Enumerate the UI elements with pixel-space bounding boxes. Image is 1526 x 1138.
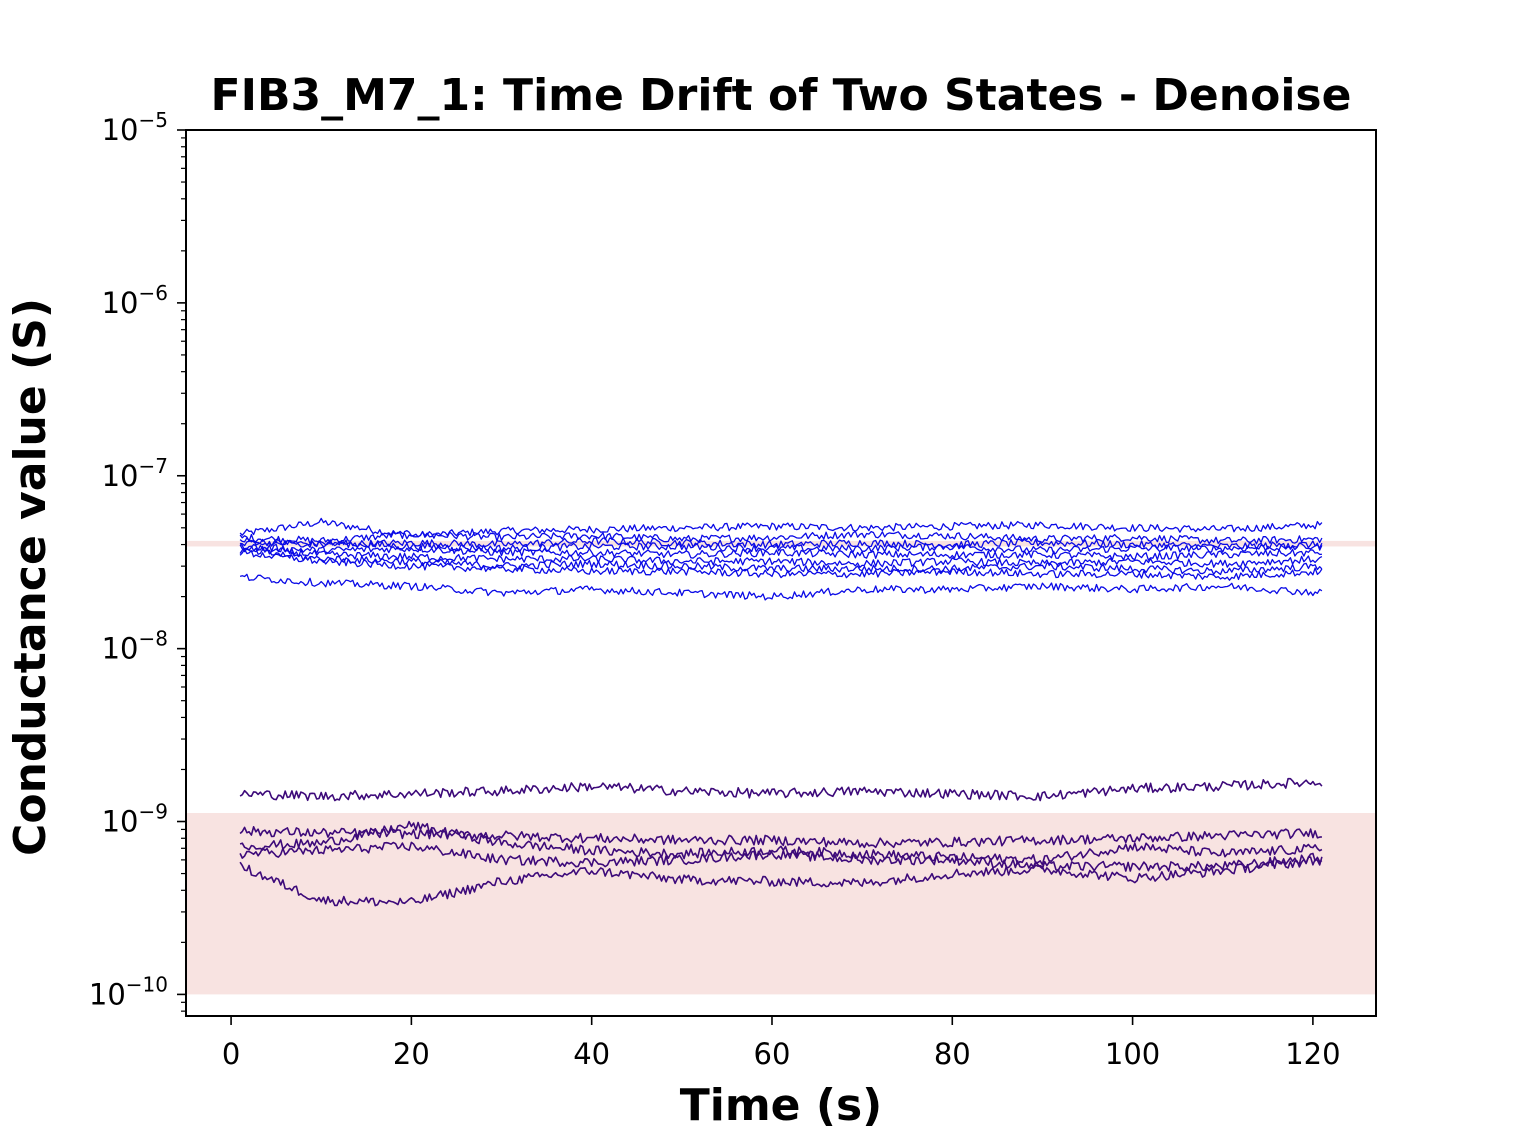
series-line-low-10 <box>239 777 1323 802</box>
x-tick-label: 100 <box>1105 1037 1160 1071</box>
x-tick-label: 60 <box>754 1037 791 1071</box>
band-low-state <box>187 813 1375 995</box>
y-axis-label: Conductance value (S) <box>5 298 56 856</box>
x-axis-ticks: 0 20 40 60 80 100 120 <box>222 1016 1341 1071</box>
chart-title: FIB3_M7_1: Time Drift of Two States - De… <box>211 70 1352 121</box>
y-tick-label: 10−10 <box>89 972 168 1011</box>
y-tick-label: 10−9 <box>102 800 168 839</box>
y-tick-label: 10−7 <box>102 454 168 493</box>
y-tick-label: 10−8 <box>102 627 168 666</box>
series-line-high-4 <box>240 539 1323 555</box>
x-axis-label: Time (s) <box>680 1080 883 1131</box>
series-line-low-14 <box>239 856 1323 907</box>
x-tick-label: 0 <box>222 1037 240 1071</box>
series-lines <box>239 517 1323 907</box>
x-tick-label: 80 <box>934 1037 971 1071</box>
series-line-high-8 <box>239 548 1323 581</box>
x-tick-label: 20 <box>393 1037 430 1071</box>
series-line-high-2 <box>239 529 1323 545</box>
plot-frame <box>185 129 1377 1017</box>
series-line-low-12 <box>239 820 1323 866</box>
series-line-high-3 <box>239 537 1323 551</box>
y-tick-label: 10−6 <box>102 281 168 320</box>
x-tick-label: 120 <box>1285 1037 1340 1071</box>
y-axis-ticks: 10−10 10−9 10−8 10−7 10−6 10−5 <box>89 108 186 1012</box>
series-line-high-7 <box>239 547 1323 576</box>
series-line-low-13 <box>239 841 1323 872</box>
series-line-high-9 <box>239 573 1323 601</box>
x-tick-label: 40 <box>573 1037 610 1071</box>
series-line-high-5 <box>239 542 1322 561</box>
series-line-high-6 <box>239 544 1323 568</box>
y-tick-label: 10−5 <box>102 108 168 147</box>
band-high-state <box>187 540 1375 547</box>
